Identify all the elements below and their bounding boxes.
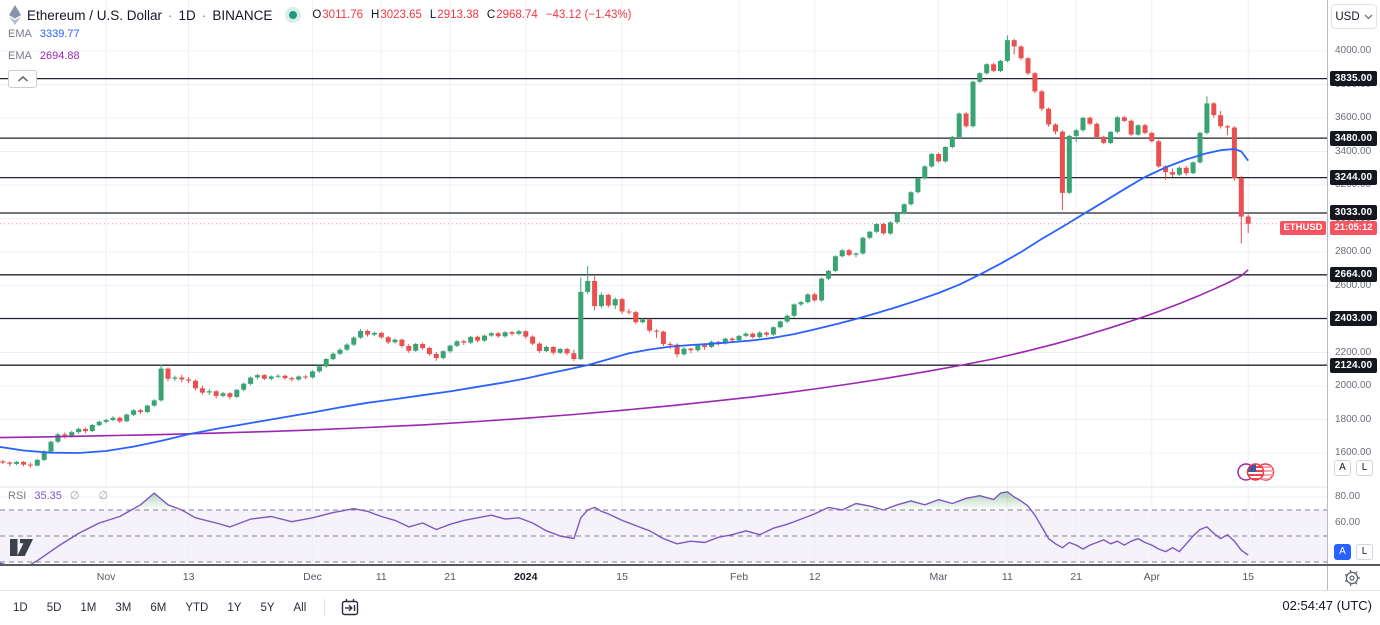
time-axis-label: 2024 xyxy=(514,571,538,583)
price-level-badge: 3244.00 xyxy=(1330,170,1377,186)
rsi-auto-scale-button[interactable]: A xyxy=(1334,544,1351,560)
time-axis-border xyxy=(0,564,1380,566)
interval-label[interactable]: 1D xyxy=(178,7,196,23)
low-label: L xyxy=(429,9,437,21)
price-level-badge: 3835.00 xyxy=(1330,71,1377,87)
time-axis-label: Apr xyxy=(1143,571,1160,583)
auto-scale-button[interactable]: A xyxy=(1334,460,1351,476)
price-tick-label: 2200.00 xyxy=(1335,346,1372,358)
time-axis-label: 12 xyxy=(808,571,821,583)
currency-dropdown[interactable]: USD xyxy=(1331,4,1377,29)
range-button-all[interactable]: All xyxy=(293,601,307,614)
price-level-badge: 3033.00 xyxy=(1330,205,1377,221)
price-tick-label: 2600.00 xyxy=(1335,279,1372,291)
title-separator: · xyxy=(168,7,173,23)
candles xyxy=(0,35,1251,468)
candlestick-chart-canvas[interactable] xyxy=(0,0,1327,565)
price-tick-label: 4000.00 xyxy=(1335,45,1372,56)
exchange-label[interactable]: BINANCE xyxy=(212,7,273,23)
calendar-icon xyxy=(342,599,359,616)
price-level-badge: 2124.00 xyxy=(1330,357,1377,373)
time-axis-label: 11 xyxy=(375,571,387,583)
title-separator: · xyxy=(201,7,207,23)
price-axis-border xyxy=(1327,0,1328,590)
time-axis-label: 15 xyxy=(1242,571,1254,583)
ohlc-readout: O 3011.76 H 3023.65 L 2913.38 C 2968.74 −43.… xyxy=(312,9,631,21)
clock-label[interactable]: 02:54:47 (UTC) xyxy=(1282,598,1372,613)
time-axis-label: Nov xyxy=(96,571,116,583)
close-value: 2968.74 xyxy=(496,9,538,21)
market-status-icon xyxy=(289,11,298,19)
time-axis-label: 13 xyxy=(182,571,195,583)
toolbar-divider xyxy=(324,599,326,616)
range-button-6m[interactable]: 6M xyxy=(150,601,167,614)
time-axis-label: Dec xyxy=(303,571,322,583)
ema-slow-legend[interactable]: EMA 2694.88 xyxy=(8,50,80,62)
time-axis-label: Feb xyxy=(729,571,749,583)
currency-label: USD xyxy=(1335,10,1360,23)
time-axis-label: 15 xyxy=(616,571,628,583)
range-button-5d[interactable]: 5D xyxy=(46,601,62,614)
go-to-date-button[interactable] xyxy=(334,595,366,620)
range-button-1d[interactable]: 1D xyxy=(13,601,28,614)
time-axis-label: 11 xyxy=(1001,571,1013,583)
range-button-5y[interactable]: 5Y xyxy=(260,601,275,614)
range-button-1m[interactable]: 1M xyxy=(80,601,97,614)
ema-fast-label: EMA xyxy=(8,28,32,40)
ema-slow-label: EMA xyxy=(8,50,32,62)
symbol-title[interactable]: Ethereum / U.S. Dollar xyxy=(27,7,163,23)
low-value: 2913.38 xyxy=(437,9,479,21)
tradingview-logo xyxy=(10,539,33,556)
price-tick-label: 3600.00 xyxy=(1335,112,1372,123)
ema-slow-value: 2694.88 xyxy=(39,50,80,62)
rsi-label: RSI xyxy=(8,489,27,502)
rsi-tick-label: 80.00 xyxy=(1335,491,1361,502)
chevron-down-icon xyxy=(1364,14,1373,20)
price-level-badge: 2403.00 xyxy=(1330,310,1377,326)
high-value: 3023.65 xyxy=(380,9,422,21)
rsi-legend[interactable]: RSI 35.35 ∅ ∅ xyxy=(8,489,117,503)
price-tick-label: 1600.00 xyxy=(1335,447,1372,458)
time-axis-label: Mar xyxy=(929,571,948,583)
price-tick-label: 1800.00 xyxy=(1335,413,1372,425)
change-value: −43.12 (−1.43%) xyxy=(545,9,632,21)
price-level-badge: 2664.00 xyxy=(1330,267,1377,283)
range-button-3m[interactable]: 3M xyxy=(115,601,132,614)
toolbar-border xyxy=(0,590,1380,591)
time-axis-label: 21 xyxy=(444,571,456,583)
rsi-value: 35.35 xyxy=(34,489,62,502)
price-level-badge: 3480.00 xyxy=(1330,130,1377,146)
rsi-log-scale-button[interactable]: L xyxy=(1356,544,1373,560)
range-button-ytd[interactable]: YTD xyxy=(185,601,209,614)
log-scale-button[interactable]: L xyxy=(1356,460,1373,476)
time-axis-label: 21 xyxy=(1070,571,1082,583)
economic-event-icons xyxy=(1237,463,1275,481)
ema-fast-legend[interactable]: EMA 3339.77 xyxy=(8,28,80,40)
symbol-badge: ETHUSD xyxy=(1280,221,1326,235)
open-value: 3011.76 xyxy=(322,9,363,21)
high-label: H xyxy=(371,9,380,21)
chevron-up-icon xyxy=(17,75,29,83)
countdown-badge: 21:05:12 xyxy=(1330,221,1377,235)
price-tick-label: 3400.00 xyxy=(1335,145,1372,157)
close-label: C xyxy=(486,9,496,21)
ema-fast-value: 3339.77 xyxy=(39,28,80,40)
ethereum-logo-icon xyxy=(8,5,22,25)
pane-collapse-button[interactable] xyxy=(8,70,37,88)
open-label: O xyxy=(312,9,322,21)
rsi-tick-label: 60.00 xyxy=(1335,517,1361,528)
price-tick-label: 2800.00 xyxy=(1335,246,1372,257)
price-tick-label: 2000.00 xyxy=(1335,380,1372,391)
range-toolbar: 1D 5D 1M 3M 6M YTD 1Y 5Y All xyxy=(4,591,366,624)
rsi-empty-values: ∅ ∅ xyxy=(69,490,117,502)
gear-icon[interactable] xyxy=(1342,568,1362,593)
range-button-1y[interactable]: 1Y xyxy=(227,601,242,614)
